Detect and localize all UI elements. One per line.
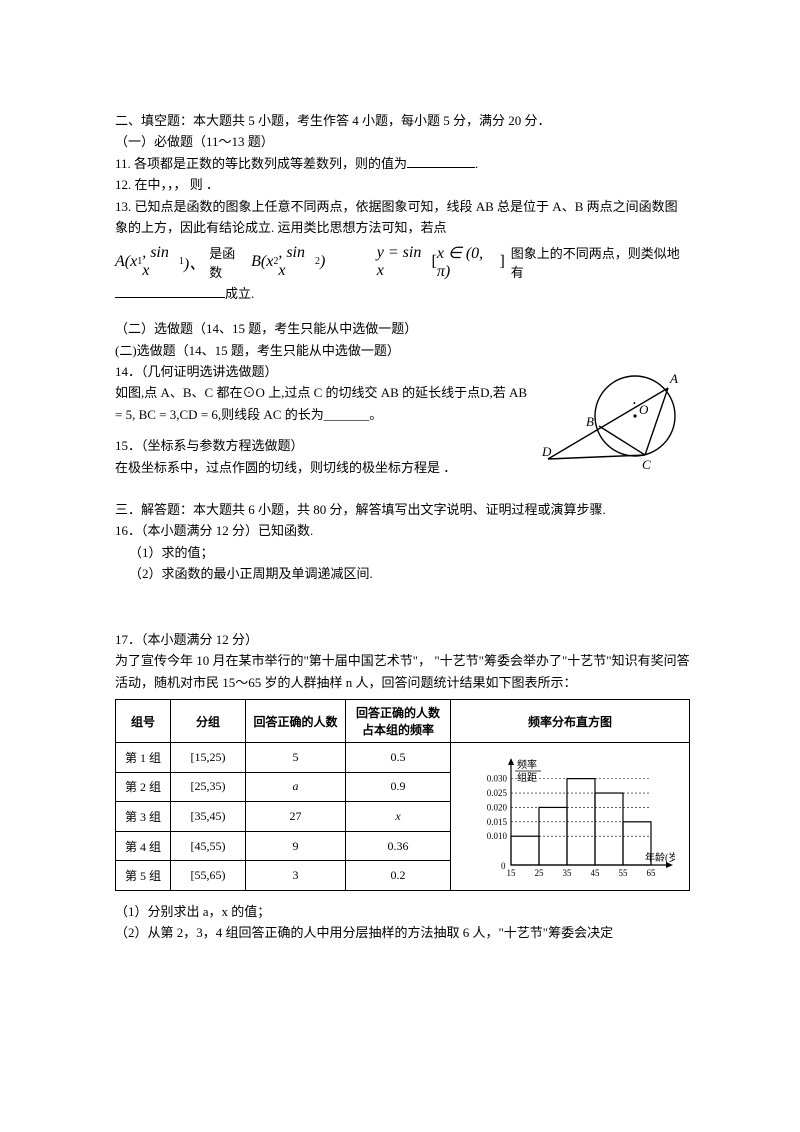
q11-blank: [407, 154, 475, 168]
geom-label-B: B: [586, 414, 594, 429]
cell-interval: [55,65): [171, 861, 246, 891]
cell-group: 第 2 组: [116, 772, 171, 802]
cell-group: 第 5 组: [116, 861, 171, 891]
q17-body: 为了宣传今年 10 月在某市举行的"第十届中国艺术节"， "十艺节"筹委会举办了…: [115, 650, 690, 693]
geometry-figure: A B C D O •: [532, 361, 690, 485]
svg-text:组距: 组距: [517, 771, 537, 784]
formula-tail: 图象上的不同两点，则类似地有: [511, 243, 690, 281]
geom-label-O: O: [639, 402, 649, 417]
cell-freq: x: [346, 802, 451, 832]
cell-interval: [35,45): [171, 802, 246, 832]
th-interval: 分组: [171, 700, 246, 743]
svg-text:频率: 频率: [517, 758, 537, 771]
q13-formula-row: A(x1, sin x1)、 是函数 B(x2, sin x2) y = sin…: [115, 243, 690, 281]
svg-text:15: 15: [507, 868, 517, 878]
q14-body: 如图,点 A、B、C 都在⊙O 上,过点 C 的切线交 AB 的延长线于点D,若…: [115, 382, 532, 425]
cell-group: 第 1 组: [116, 743, 171, 773]
subsection1-header: （一）必做题（11～13 题）: [115, 131, 690, 152]
q16-title: 16．（本小题满分 12 分）已知函数.: [115, 520, 690, 541]
cell-interval: [25,35): [171, 772, 246, 802]
geom-label-C: C: [642, 457, 651, 472]
cell-freq: 0.9: [346, 772, 451, 802]
q15-title: 15．（坐标系与参数方程选做题）: [115, 435, 532, 456]
svg-text:•: •: [633, 399, 636, 408]
svg-text:25: 25: [535, 868, 545, 878]
cell-interval: [15,25): [171, 743, 246, 773]
section3-header: 三．解答题：本大题共 6 小题，共 80 分，解答填写出文字说明、证明过程或演算…: [115, 499, 690, 520]
q16-p1: （1）求的值；: [115, 542, 690, 563]
q16-p2: （2）求函数的最小正周期及单调递减区间.: [115, 563, 690, 584]
th-freq: 回答正确的人数占本组的频率: [346, 700, 451, 743]
histogram: 频率组距年龄(岁) 0 0.010 0.015 0.020 0.025 0.030 15 25 3…: [465, 747, 675, 882]
svg-text:55: 55: [619, 868, 629, 878]
frequency-table: 组号 分组 回答正确的人数 回答正确的人数占本组的频率 频率分布直方图 第 1 …: [115, 699, 690, 891]
q13-tail-line: 成立.: [115, 283, 690, 304]
th-count: 回答正确的人数: [246, 700, 346, 743]
svg-text:0.015: 0.015: [487, 817, 508, 827]
q13-blank: [115, 284, 225, 298]
cell-group: 第 3 组: [116, 802, 171, 832]
cell-count: 3: [246, 861, 346, 891]
svg-text:0.025: 0.025: [487, 788, 508, 798]
q14-title: 14．（几何证明选讲选做题）: [115, 361, 532, 382]
subsection2-header-b: (二)选做题（14、15 题，考生只能从中选做一题）: [115, 340, 690, 361]
q11-text: 11. 各项都是正数的等比数列成等差数列，则的值为: [115, 156, 407, 171]
q12: 12. 在中，，， 则 ．: [115, 174, 690, 195]
cell-freq: 0.5: [346, 743, 451, 773]
cell-group: 第 4 组: [116, 831, 171, 861]
q11: 11. 各项都是正数的等比数列成等差数列，则的值为.: [115, 153, 690, 174]
table-row: 第 1 组 [15,25) 5 0.5 频率组距年龄(岁)00.0100.015…: [116, 743, 690, 773]
svg-text:0: 0: [501, 861, 506, 871]
table-header-row: 组号 分组 回答正确的人数 回答正确的人数占本组的频率 频率分布直方图: [116, 700, 690, 743]
geom-label-A: A: [669, 371, 678, 386]
q13-tail: 成立.: [225, 286, 254, 301]
cell-count: a: [246, 772, 346, 802]
geom-label-D: D: [541, 444, 552, 459]
formula-right: y = sin x [ x ∈ (0, π) ]: [377, 243, 505, 281]
q17-p1: （1）分别求出 a，x 的值；: [115, 901, 690, 922]
formula-mid: 是函数: [209, 243, 247, 281]
svg-text:0.010: 0.010: [487, 831, 508, 841]
subsection2-header-a: （二）选做题（14、15 题，考生只能从中选做一题）: [115, 318, 690, 339]
svg-text:45: 45: [591, 868, 601, 878]
formula-left: A(x1, sin x1)、 是函数 B(x2, sin x2): [115, 243, 325, 281]
th-hist: 频率分布直方图: [451, 700, 690, 743]
q13-a: 13. 已知点是函数的图象上任意不同两点，依据图象可知，线段 AB 总是位于 A…: [115, 196, 690, 239]
cell-freq: 0.36: [346, 831, 451, 861]
svg-text:0.020: 0.020: [487, 802, 508, 812]
q17-title: 17．（本小题满分 12 分）: [115, 629, 690, 650]
histogram-cell: 频率组距年龄(岁) 0 0.010 0.015 0.020 0.025 0.030 15 25 3…: [451, 743, 690, 891]
svg-text:35: 35: [563, 868, 573, 878]
svg-text:0.030: 0.030: [487, 774, 508, 784]
svg-text:年龄(岁): 年龄(岁): [645, 851, 675, 864]
q17-p2: （2）从第 2，3，4 组回答正确的人中用分层抽样的方法抽取 6 人，"十艺节"…: [115, 922, 690, 943]
q15-body: 在极坐标系中，过点作圆的切线，则切线的极坐标方程是 ．: [115, 457, 532, 478]
th-group: 组号: [116, 700, 171, 743]
cell-count: 5: [246, 743, 346, 773]
cell-interval: [45,55): [171, 831, 246, 861]
cell-freq: 0.2: [346, 861, 451, 891]
cell-count: 27: [246, 802, 346, 832]
section2-header: 二、填空题：本大题共 5 小题，考生作答 4 小题，每小题 5 分，满分 20 …: [115, 110, 690, 131]
cell-count: 9: [246, 831, 346, 861]
svg-text:65: 65: [647, 868, 657, 878]
